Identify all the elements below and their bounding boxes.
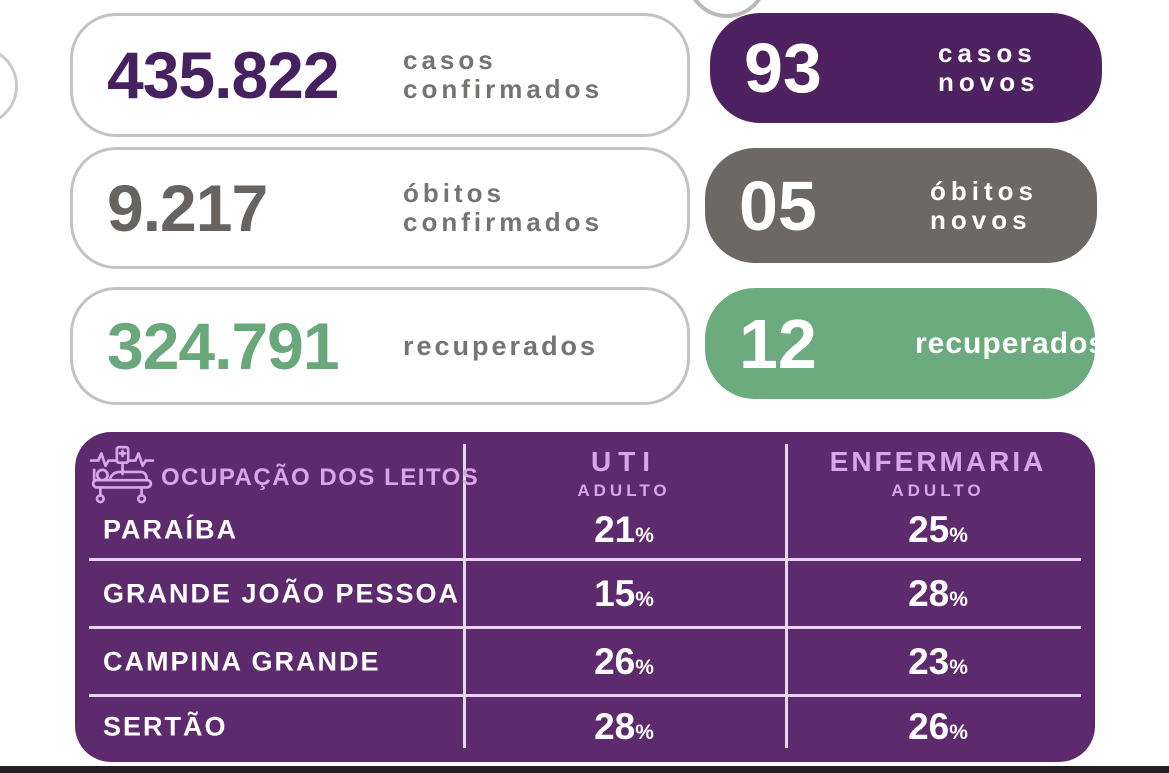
uti-cell: 28% xyxy=(466,706,782,748)
new-cases-label-line1: casos xyxy=(938,37,1037,68)
column-header-uti-line2: ADULTO xyxy=(577,481,671,500)
region-label: PARAÍBA xyxy=(103,514,238,545)
row-divider-2 xyxy=(89,626,1081,629)
percent-sign: % xyxy=(949,524,968,547)
confirmed-cases-label: casos confirmados xyxy=(403,44,604,104)
enfermaria-value: 28 xyxy=(908,572,950,614)
confirmed-cases-label-line2: confirmados xyxy=(403,74,604,104)
column-header-enfermaria: ENFERMARIA ADULTO xyxy=(788,446,1088,501)
new-recovered-value: 12 xyxy=(739,304,817,383)
bottom-edge-bar xyxy=(0,766,1169,773)
row-divider-1 xyxy=(89,558,1081,561)
period-label-cropped: nas 24h xyxy=(788,0,972,9)
new-deaths-card: 05 óbitos novos xyxy=(705,148,1097,263)
new-cases-card: 93 casos novos xyxy=(710,13,1102,123)
recovered-card: 324.791 recuperados xyxy=(70,287,690,405)
row-divider-3 xyxy=(89,694,1081,697)
confirmed-cases-label-line1: casos xyxy=(403,44,497,75)
uti-cell: 15% xyxy=(466,573,782,615)
uti-value: 15 xyxy=(594,572,636,614)
cropped-circle-left xyxy=(0,46,18,126)
region-label: SERTÃO xyxy=(103,711,228,742)
column-divider-2 xyxy=(785,444,788,748)
recovered-value: 324.791 xyxy=(107,309,340,383)
new-cases-value: 93 xyxy=(744,29,822,107)
column-header-enfermaria-line2: ADULTO xyxy=(891,481,985,500)
region-label: GRANDE JOÃO PESSOA xyxy=(103,578,461,608)
enfermaria-cell: 28% xyxy=(788,573,1088,615)
percent-sign: % xyxy=(949,587,968,611)
confirmed-deaths-value: 9.217 xyxy=(107,171,268,245)
confirmed-cases-card: 435.822 casos confirmados xyxy=(70,13,690,137)
column-divider-1 xyxy=(463,444,466,748)
uti-value: 28 xyxy=(594,706,636,747)
uti-value: 26 xyxy=(594,640,636,682)
percent-sign: % xyxy=(635,587,654,611)
enfermaria-cell: 25% xyxy=(788,509,1088,551)
table-row: CAMPINA GRANDE 26% 23% xyxy=(75,629,1095,694)
enfermaria-cell: 26% xyxy=(788,706,1088,748)
uti-cell: 26% xyxy=(466,641,782,683)
percent-sign: % xyxy=(635,524,654,547)
new-deaths-label-line1: óbitos xyxy=(930,175,1038,206)
table-title: OCUPAÇÃO DOS LEITOS xyxy=(161,464,480,491)
new-deaths-value: 05 xyxy=(739,166,817,245)
new-cases-label-line2: novos xyxy=(938,67,1040,97)
enfermaria-value: 25 xyxy=(908,509,950,550)
percent-sign: % xyxy=(635,655,654,679)
recovered-label: recuperados xyxy=(403,330,599,361)
beds-occupancy-table: OCUPAÇÃO DOS LEITOS UTI ADULTO ENFERMARI… xyxy=(75,432,1095,762)
new-recovered-card: 12 recuperados xyxy=(705,288,1105,399)
confirmed-deaths-label: óbitos confirmados xyxy=(403,177,604,237)
table-row: PARAÍBA 21% 25% xyxy=(75,502,1095,558)
column-header-uti-line1: UTI xyxy=(590,446,658,477)
new-recovered-label: recuperados xyxy=(915,326,1107,360)
uti-cell: 21% xyxy=(466,509,782,551)
percent-sign: % xyxy=(949,655,968,679)
enfermaria-cell: 23% xyxy=(788,641,1088,683)
confirmed-deaths-card: 9.217 óbitos confirmados xyxy=(70,147,690,269)
table-row: GRANDE JOÃO PESSOA 15% 28% xyxy=(75,561,1095,626)
hospital-bed-icon xyxy=(89,444,155,509)
new-deaths-label-line2: novos xyxy=(930,204,1032,235)
column-header-enfermaria-line1: ENFERMARIA xyxy=(829,446,1047,477)
percent-sign: % xyxy=(635,721,654,744)
percent-sign: % xyxy=(949,721,968,744)
column-header-uti: UTI ADULTO xyxy=(466,446,782,501)
confirmed-cases-value: 435.822 xyxy=(107,38,340,112)
uti-value: 21 xyxy=(594,509,636,550)
enfermaria-value: 26 xyxy=(908,706,950,747)
region-label: CAMPINA GRANDE xyxy=(103,646,381,676)
table-row: SERTÃO 28% 26% xyxy=(75,697,1095,757)
confirmed-deaths-label-line2: confirmados xyxy=(403,207,604,237)
new-deaths-label: óbitos novos xyxy=(930,176,1038,234)
confirmed-deaths-label-line1: óbitos xyxy=(403,177,505,208)
new-cases-label: casos novos xyxy=(938,37,1040,97)
enfermaria-value: 23 xyxy=(908,640,950,682)
